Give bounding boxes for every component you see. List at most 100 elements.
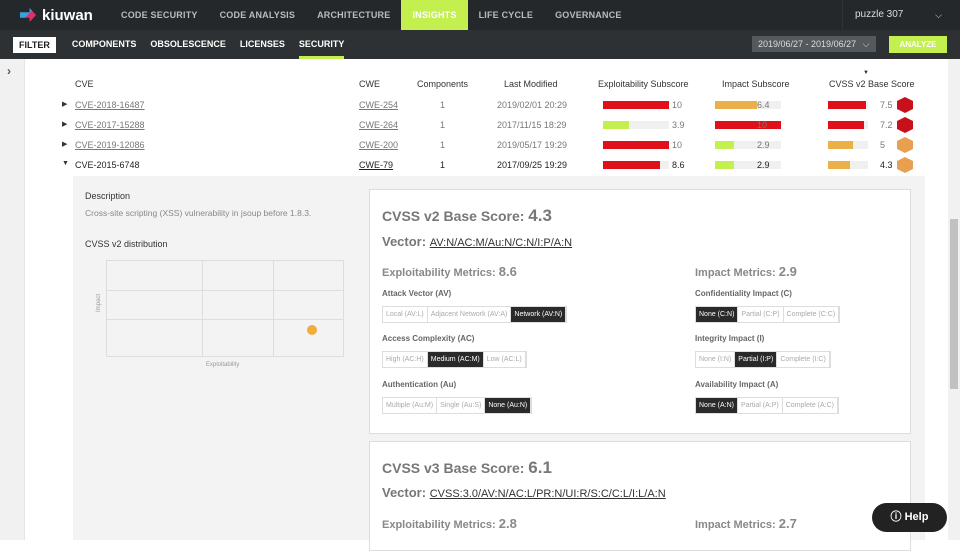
metric-option[interactable]: Complete (I:C) — [777, 352, 830, 367]
metric-option[interactable]: Multiple (Au:M) — [383, 398, 438, 413]
nav-code-analysis[interactable]: CODE ANALYSIS — [219, 10, 296, 20]
score-bar-fill — [828, 121, 864, 129]
v2-vector: Vector: AV:N/AC:M/Au:N/C:N/I:P/A:N — [382, 234, 573, 249]
score-bar-fill — [603, 141, 669, 149]
score-bar — [828, 121, 868, 129]
metric-option[interactable]: None (A:N) — [696, 398, 739, 413]
table-row[interactable]: ▼ CVE-2015-6748 CWE-79 1 2017/09/25 19:29 8.6… — [60, 155, 925, 175]
score-bar-fill — [715, 141, 735, 149]
metric-option[interactable]: Partial (A:P) — [738, 398, 783, 413]
column-header[interactable]: CVSS v2 Base Score — [829, 79, 915, 89]
v3-impact-metrics: Impact Metrics: 2.7 — [695, 516, 797, 531]
score-value: 6.4 — [757, 100, 770, 110]
metric-option[interactable]: None (C:N) — [696, 307, 739, 322]
metric-label: Attack Vector (AV) — [382, 289, 452, 298]
cve-link[interactable]: CVE-2018-16487 — [75, 100, 145, 110]
metric-option[interactable]: Local (AV:L) — [383, 307, 428, 322]
metric-option[interactable]: Low (AC:L) — [484, 352, 526, 367]
score-bar — [715, 161, 781, 169]
nav-insights[interactable]: INSIGHTS — [401, 0, 468, 30]
metric-option[interactable]: Partial (C:P) — [738, 307, 784, 322]
metric-option[interactable]: Single (Au:S) — [437, 398, 486, 413]
score-bar-fill — [603, 101, 669, 109]
nav-governance[interactable]: GOVERNANCE — [555, 10, 622, 20]
metric-option[interactable]: None (I:N) — [696, 352, 736, 367]
kiuwan-logo[interactable]: kiuwan — [20, 7, 110, 24]
logo-icon — [20, 8, 36, 22]
score-value: 3.9 — [672, 120, 685, 130]
score-bar — [715, 121, 781, 129]
v3-exploitability-metrics: Exploitability Metrics: 2.8 — [382, 516, 517, 531]
tab-obsolescence[interactable]: OBSOLESCENCE — [150, 39, 226, 49]
collapse-icon[interactable]: ▼ — [62, 160, 69, 167]
cve-link[interactable]: CVE-2019-12086 — [75, 140, 145, 150]
metric-option[interactable]: Complete (C:C) — [784, 307, 840, 322]
question-circle-icon: ⓘ — [890, 511, 902, 523]
filter-button[interactable]: FILTER — [13, 36, 56, 53]
table-row[interactable]: ▶ CVE-2018-16487 CWE-254 1 2019/02/01 20:29 1… — [60, 95, 925, 115]
expand-icon[interactable]: ▶ — [62, 141, 68, 148]
description-text: Cross-site scripting (XSS) vulnerability… — [85, 208, 312, 218]
score-value: 10 — [757, 120, 768, 130]
help-button[interactable]: ⓘ Help — [872, 503, 947, 532]
scrollbar[interactable] — [948, 59, 960, 540]
nav-code-security[interactable]: CODE SECURITY — [121, 10, 198, 20]
metric-option[interactable]: Complete (A:C) — [783, 398, 838, 413]
column-header[interactable]: Components — [417, 79, 469, 89]
metric-label: Availability Impact (A) — [695, 380, 779, 389]
column-header[interactable]: Last Modified — [504, 79, 558, 89]
v3-vector-link[interactable]: CVSS:3.0/AV:N/AC:L/PR:N/UI:R/S:C/C:L/I:L… — [429, 488, 666, 500]
table-row[interactable]: ▶ CVE-2019-12086 CWE-200 1 2019/05/17 19:29 1… — [60, 135, 925, 155]
score-bar — [603, 141, 669, 149]
score-value: 10 — [672, 140, 683, 150]
metric-option[interactable]: Medium (AC:M) — [427, 352, 484, 367]
v2-vector-link[interactable]: AV:N/AC:M/Au:N/C:N/I:P/A:N — [429, 237, 573, 249]
cwe-link[interactable]: CWE-79 — [359, 160, 394, 170]
tab-licenses[interactable]: LICENSES — [239, 39, 285, 49]
description-label: Description — [85, 191, 131, 201]
score-value: 7.2 — [880, 120, 893, 130]
column-header[interactable]: Exploitability Subscore — [598, 79, 689, 89]
column-header[interactable]: CVE — [75, 79, 94, 89]
chevron-down-icon: ⌵ — [935, 10, 942, 20]
tab-components[interactable]: COMPONENTS — [71, 39, 137, 49]
cwe-link[interactable]: CWE-254 — [359, 100, 399, 110]
metric-option[interactable]: High (AC:H) — [383, 352, 428, 367]
cve-link[interactable]: CVE-2017-15288 — [75, 120, 145, 130]
cve-link[interactable]: CVE-2015-6748 — [75, 160, 140, 170]
score-value: 8.6 — [672, 160, 685, 170]
expand-icon[interactable]: ▶ — [62, 101, 68, 108]
metric-option[interactable]: None (Au:N) — [485, 398, 532, 413]
x-axis-label: Exploitability — [206, 362, 240, 368]
nav-architecture[interactable]: ARCHITECTURE — [317, 10, 391, 20]
metric-options: None (A:N) Partial (A:P) Complete (A:C) — [695, 397, 839, 414]
v2-title: CVSS v2 Base Score: 4.3 — [382, 206, 552, 225]
metric-option[interactable]: Network (AV:N) — [511, 307, 567, 322]
score-bar-fill — [715, 161, 735, 169]
metric-options: Local (AV:L) Adjacent Network (AV:A) Netwo… — [382, 306, 568, 323]
column-header[interactable]: CWE — [359, 79, 380, 89]
date-range-select[interactable]: 2019/06/27 - 2019/06/27 ⌵ — [752, 36, 876, 52]
nav-life-cycle[interactable]: LIFE CYCLE — [478, 10, 534, 20]
analyze-button[interactable]: ANALYZE — [889, 36, 947, 53]
cvss-v2-card: CVSS v2 Base Score: 4.3 Vector: AV:N/AC:… — [369, 189, 911, 434]
expand-icon[interactable]: ▶ — [62, 121, 68, 128]
scrollbar-thumb[interactable] — [950, 219, 958, 389]
column-header[interactable]: Impact Subscore — [722, 79, 790, 89]
metric-options: None (I:N) Partial (I:P) Complete (I:C) — [695, 351, 831, 368]
cwe-link[interactable]: CWE-200 — [359, 140, 399, 150]
score-bar — [828, 101, 868, 109]
severity-icon — [897, 97, 913, 113]
tab-security[interactable]: SECURITY — [298, 30, 345, 59]
metric-option[interactable]: Adjacent Network (AV:A) — [428, 307, 512, 322]
v3-vector: Vector: CVSS:3.0/AV:N/AC:L/PR:N/UI:R/S:C… — [382, 485, 666, 500]
table-row[interactable]: ▶ CVE-2017-15288 CWE-264 1 2017/11/15 18:29 3… — [60, 115, 925, 135]
score-value: 5 — [880, 140, 886, 150]
cwe-link[interactable]: CWE-264 — [359, 120, 399, 130]
side-panel-toggle[interactable]: › — [0, 59, 25, 540]
score-bar-fill — [715, 121, 781, 129]
metric-option[interactable]: Partial (I:P) — [735, 352, 778, 367]
data-point[interactable] — [306, 324, 317, 335]
metric-label: Access Complexity (AC) — [382, 334, 475, 343]
project-selector[interactable]: puzzle 307 ⌵ — [842, 0, 960, 30]
